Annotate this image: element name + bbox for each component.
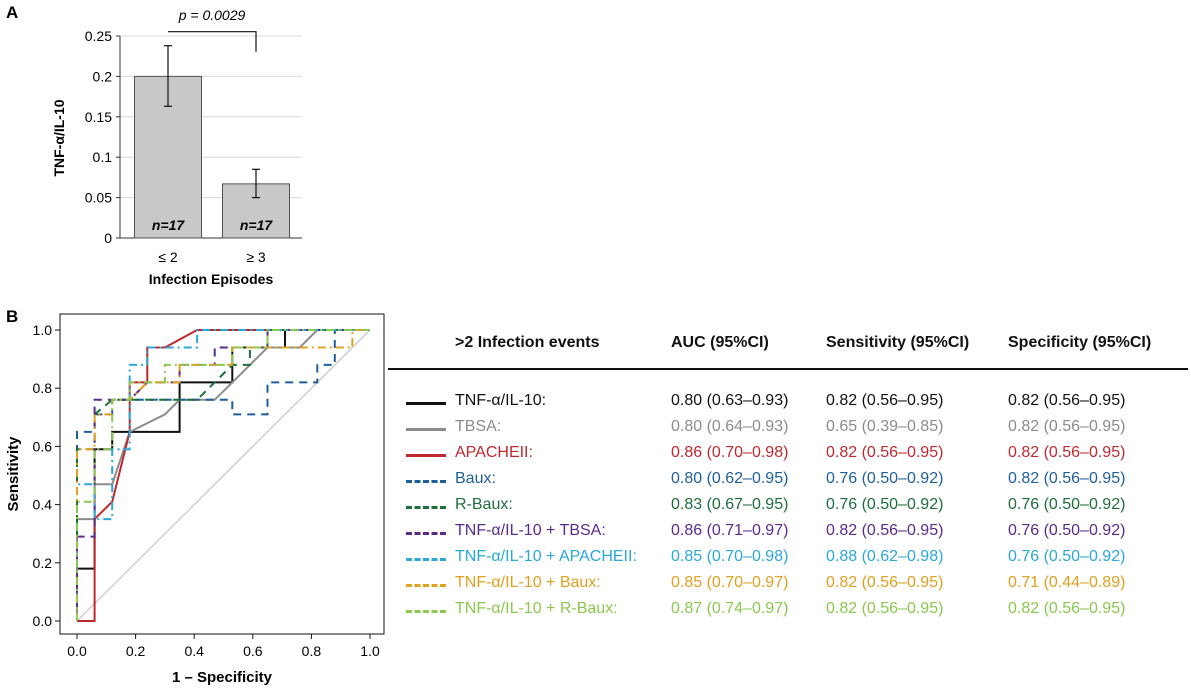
table-row: TBSA: 0.80 (0.64–0.93) 0.65 (0.39–0.85) 0.8… bbox=[388, 414, 1188, 440]
series-auc: 0.80 (0.62–0.95) bbox=[671, 470, 789, 487]
series-specificity: 0.76 (0.50–0.92) bbox=[1008, 548, 1126, 565]
table-header: >2 Infection events AUC (95%CI) Sensitiv… bbox=[388, 322, 1188, 370]
x-tick-label: ≤ 2 bbox=[158, 249, 178, 265]
table-row: TNF-α/IL-10 + APACHEII: 0.85 (0.70–0.98) 0… bbox=[388, 544, 1188, 570]
series-specificity: 0.82 (0.56–0.95) bbox=[1008, 392, 1126, 409]
series-sensitivity: 0.82 (0.56–0.95) bbox=[826, 600, 944, 617]
series-auc: 0.87 (0.74–0.97) bbox=[671, 600, 789, 617]
roc-curve bbox=[76, 329, 370, 621]
legend-swatch bbox=[406, 532, 446, 535]
bar-chart-a: 0 0.05 0.1 0.15 0.2 0.25 n=17 ≤ 2 n=17 ≥ 3 p = 0.0… bbox=[51, 7, 302, 287]
table-row: TNF-α/IL-10 + R-Baux: 0.87 (0.74–0.97) 0.8… bbox=[388, 596, 1188, 622]
table-row: TNF-α/IL-10: 0.80 (0.63–0.93) 0.82 (0.56–0… bbox=[388, 388, 1188, 414]
series-specificity: 0.76 (0.50–0.92) bbox=[1008, 496, 1126, 513]
table-row: APACHEII: 0.86 (0.70–0.98) 0.82 (0.56–0.95… bbox=[388, 440, 1188, 466]
series-name: TNF-α/IL-10 + APACHEII: bbox=[455, 548, 637, 565]
legend-swatch bbox=[406, 428, 446, 431]
series-sensitivity: 0.82 (0.56–0.95) bbox=[826, 392, 944, 409]
legend-swatch bbox=[406, 480, 446, 483]
series-sensitivity: 0.76 (0.50–0.92) bbox=[826, 496, 944, 513]
roc-legend-table: >2 Infection events AUC (95%CI) Sensitiv… bbox=[388, 322, 1188, 622]
series-auc: 0.85 (0.70–0.97) bbox=[671, 574, 789, 591]
series-auc: 0.83 (0.67–0.95) bbox=[671, 496, 789, 513]
roc-chart-b: 0.0 0.2 0.4 0.6 0.8 1.0 0.0 0.2 0.4 0.6 0.8 1.0 1 – … bbox=[5, 313, 385, 686]
series-auc: 0.80 (0.63–0.93) bbox=[671, 392, 789, 409]
y-tick-label: 0.1 bbox=[93, 149, 113, 165]
series-name: TNF-α/IL-10 + TBSA: bbox=[455, 522, 606, 539]
series-name: TNF-α/IL-10: bbox=[455, 392, 547, 409]
series-name: R-Baux: bbox=[455, 496, 513, 513]
x-tick-label: 0.0 bbox=[67, 643, 87, 659]
y-tick-label: 0.0 bbox=[33, 613, 53, 629]
legend-swatch bbox=[406, 454, 446, 457]
table-body: TNF-α/IL-10: 0.80 (0.63–0.93) 0.82 (0.56–0… bbox=[388, 370, 1188, 622]
y-tick-label: 0.2 bbox=[93, 68, 113, 84]
table-row: Baux: 0.80 (0.62–0.95) 0.76 (0.50–0.92) 0.8… bbox=[388, 466, 1188, 492]
y-tick-label: 0.4 bbox=[33, 497, 53, 513]
legend-swatch bbox=[406, 610, 446, 613]
series-auc: 0.86 (0.71–0.97) bbox=[671, 522, 789, 539]
p-value-annotation: p = 0.0029 bbox=[178, 7, 246, 23]
table-row: TNF-α/IL-10 + TBSA: 0.86 (0.71–0.97) 0.82 … bbox=[388, 518, 1188, 544]
series-name: APACHEII: bbox=[455, 444, 533, 461]
y-tick-label: 0.8 bbox=[33, 380, 53, 396]
y-axis-label: TNF-α/IL-10 bbox=[51, 99, 67, 176]
legend-swatch bbox=[406, 558, 446, 561]
plot-frame bbox=[59, 313, 385, 635]
header-name: >2 Infection events bbox=[455, 334, 600, 351]
y-tick-label: 0.2 bbox=[33, 555, 53, 571]
series-sensitivity: 0.76 (0.50–0.92) bbox=[826, 470, 944, 487]
panel-label-a: A bbox=[6, 3, 18, 22]
series-auc: 0.86 (0.70–0.98) bbox=[671, 444, 789, 461]
legend-swatch bbox=[406, 402, 446, 405]
x-axis-label: 1 – Specificity bbox=[172, 669, 273, 686]
table-row: TNF-α/IL-10 + Baux: 0.85 (0.70–0.97) 0.82 … bbox=[388, 570, 1188, 596]
header-sensitivity: Sensitivity (95%CI) bbox=[826, 334, 970, 351]
series-specificity: 0.76 (0.50–0.92) bbox=[1008, 522, 1126, 539]
roc-curve bbox=[76, 329, 370, 621]
y-tick-label: 0.05 bbox=[85, 190, 112, 206]
series-sensitivity: 0.65 (0.39–0.85) bbox=[826, 418, 944, 435]
y-axis-label: Sensitivity bbox=[5, 436, 22, 512]
x-tick-label: 0.2 bbox=[126, 643, 146, 659]
series-name: Baux: bbox=[455, 470, 496, 487]
table-row: R-Baux: 0.83 (0.67–0.95) 0.76 (0.50–0.92) 0… bbox=[388, 492, 1188, 518]
series-sensitivity: 0.82 (0.56–0.95) bbox=[826, 522, 944, 539]
y-tick-label: 0.6 bbox=[33, 438, 53, 454]
bar-data-label: n=17 bbox=[152, 217, 186, 233]
header-specificity: Specificity (95%CI) bbox=[1008, 334, 1152, 351]
y-tick-label: 0.15 bbox=[85, 109, 112, 125]
series-specificity: 0.71 (0.44–0.89) bbox=[1008, 574, 1126, 591]
roc-curve bbox=[76, 329, 370, 621]
y-tick-label: 0.25 bbox=[85, 28, 112, 44]
y-tick-label: 0 bbox=[104, 230, 112, 246]
legend-swatch bbox=[406, 584, 446, 587]
series-sensitivity: 0.82 (0.56–0.95) bbox=[826, 444, 944, 461]
bar-data-label: n=17 bbox=[240, 217, 274, 233]
y-tick-label: 1.0 bbox=[33, 322, 53, 338]
series-sensitivity: 0.88 (0.62–0.98) bbox=[826, 548, 944, 565]
x-tick-label: 0.8 bbox=[302, 643, 322, 659]
x-tick-label: 0.6 bbox=[243, 643, 263, 659]
header-auc: AUC (95%CI) bbox=[671, 334, 769, 351]
x-tick-label: ≥ 3 bbox=[246, 249, 266, 265]
x-axis-label: Infection Episodes bbox=[149, 271, 274, 287]
x-tick-label: 0.4 bbox=[184, 643, 204, 659]
series-specificity: 0.82 (0.56–0.95) bbox=[1008, 470, 1126, 487]
series-auc: 0.80 (0.64–0.93) bbox=[671, 418, 789, 435]
series-auc: 0.85 (0.70–0.98) bbox=[671, 548, 789, 565]
panel-label-b: B bbox=[6, 307, 18, 326]
x-tick-label: 1.0 bbox=[360, 643, 380, 659]
series-specificity: 0.82 (0.56–0.95) bbox=[1008, 600, 1126, 617]
series-specificity: 0.82 (0.56–0.95) bbox=[1008, 418, 1126, 435]
series-name: TNF-α/IL-10 + Baux: bbox=[455, 574, 601, 591]
series-specificity: 0.82 (0.56–0.95) bbox=[1008, 444, 1126, 461]
significance-bracket bbox=[168, 31, 257, 52]
series-sensitivity: 0.82 (0.56–0.95) bbox=[826, 574, 944, 591]
reference-diagonal bbox=[76, 329, 371, 622]
series-name: TBSA: bbox=[455, 418, 502, 435]
series-name: TNF-α/IL-10 + R-Baux: bbox=[455, 600, 618, 617]
legend-swatch bbox=[406, 506, 446, 509]
